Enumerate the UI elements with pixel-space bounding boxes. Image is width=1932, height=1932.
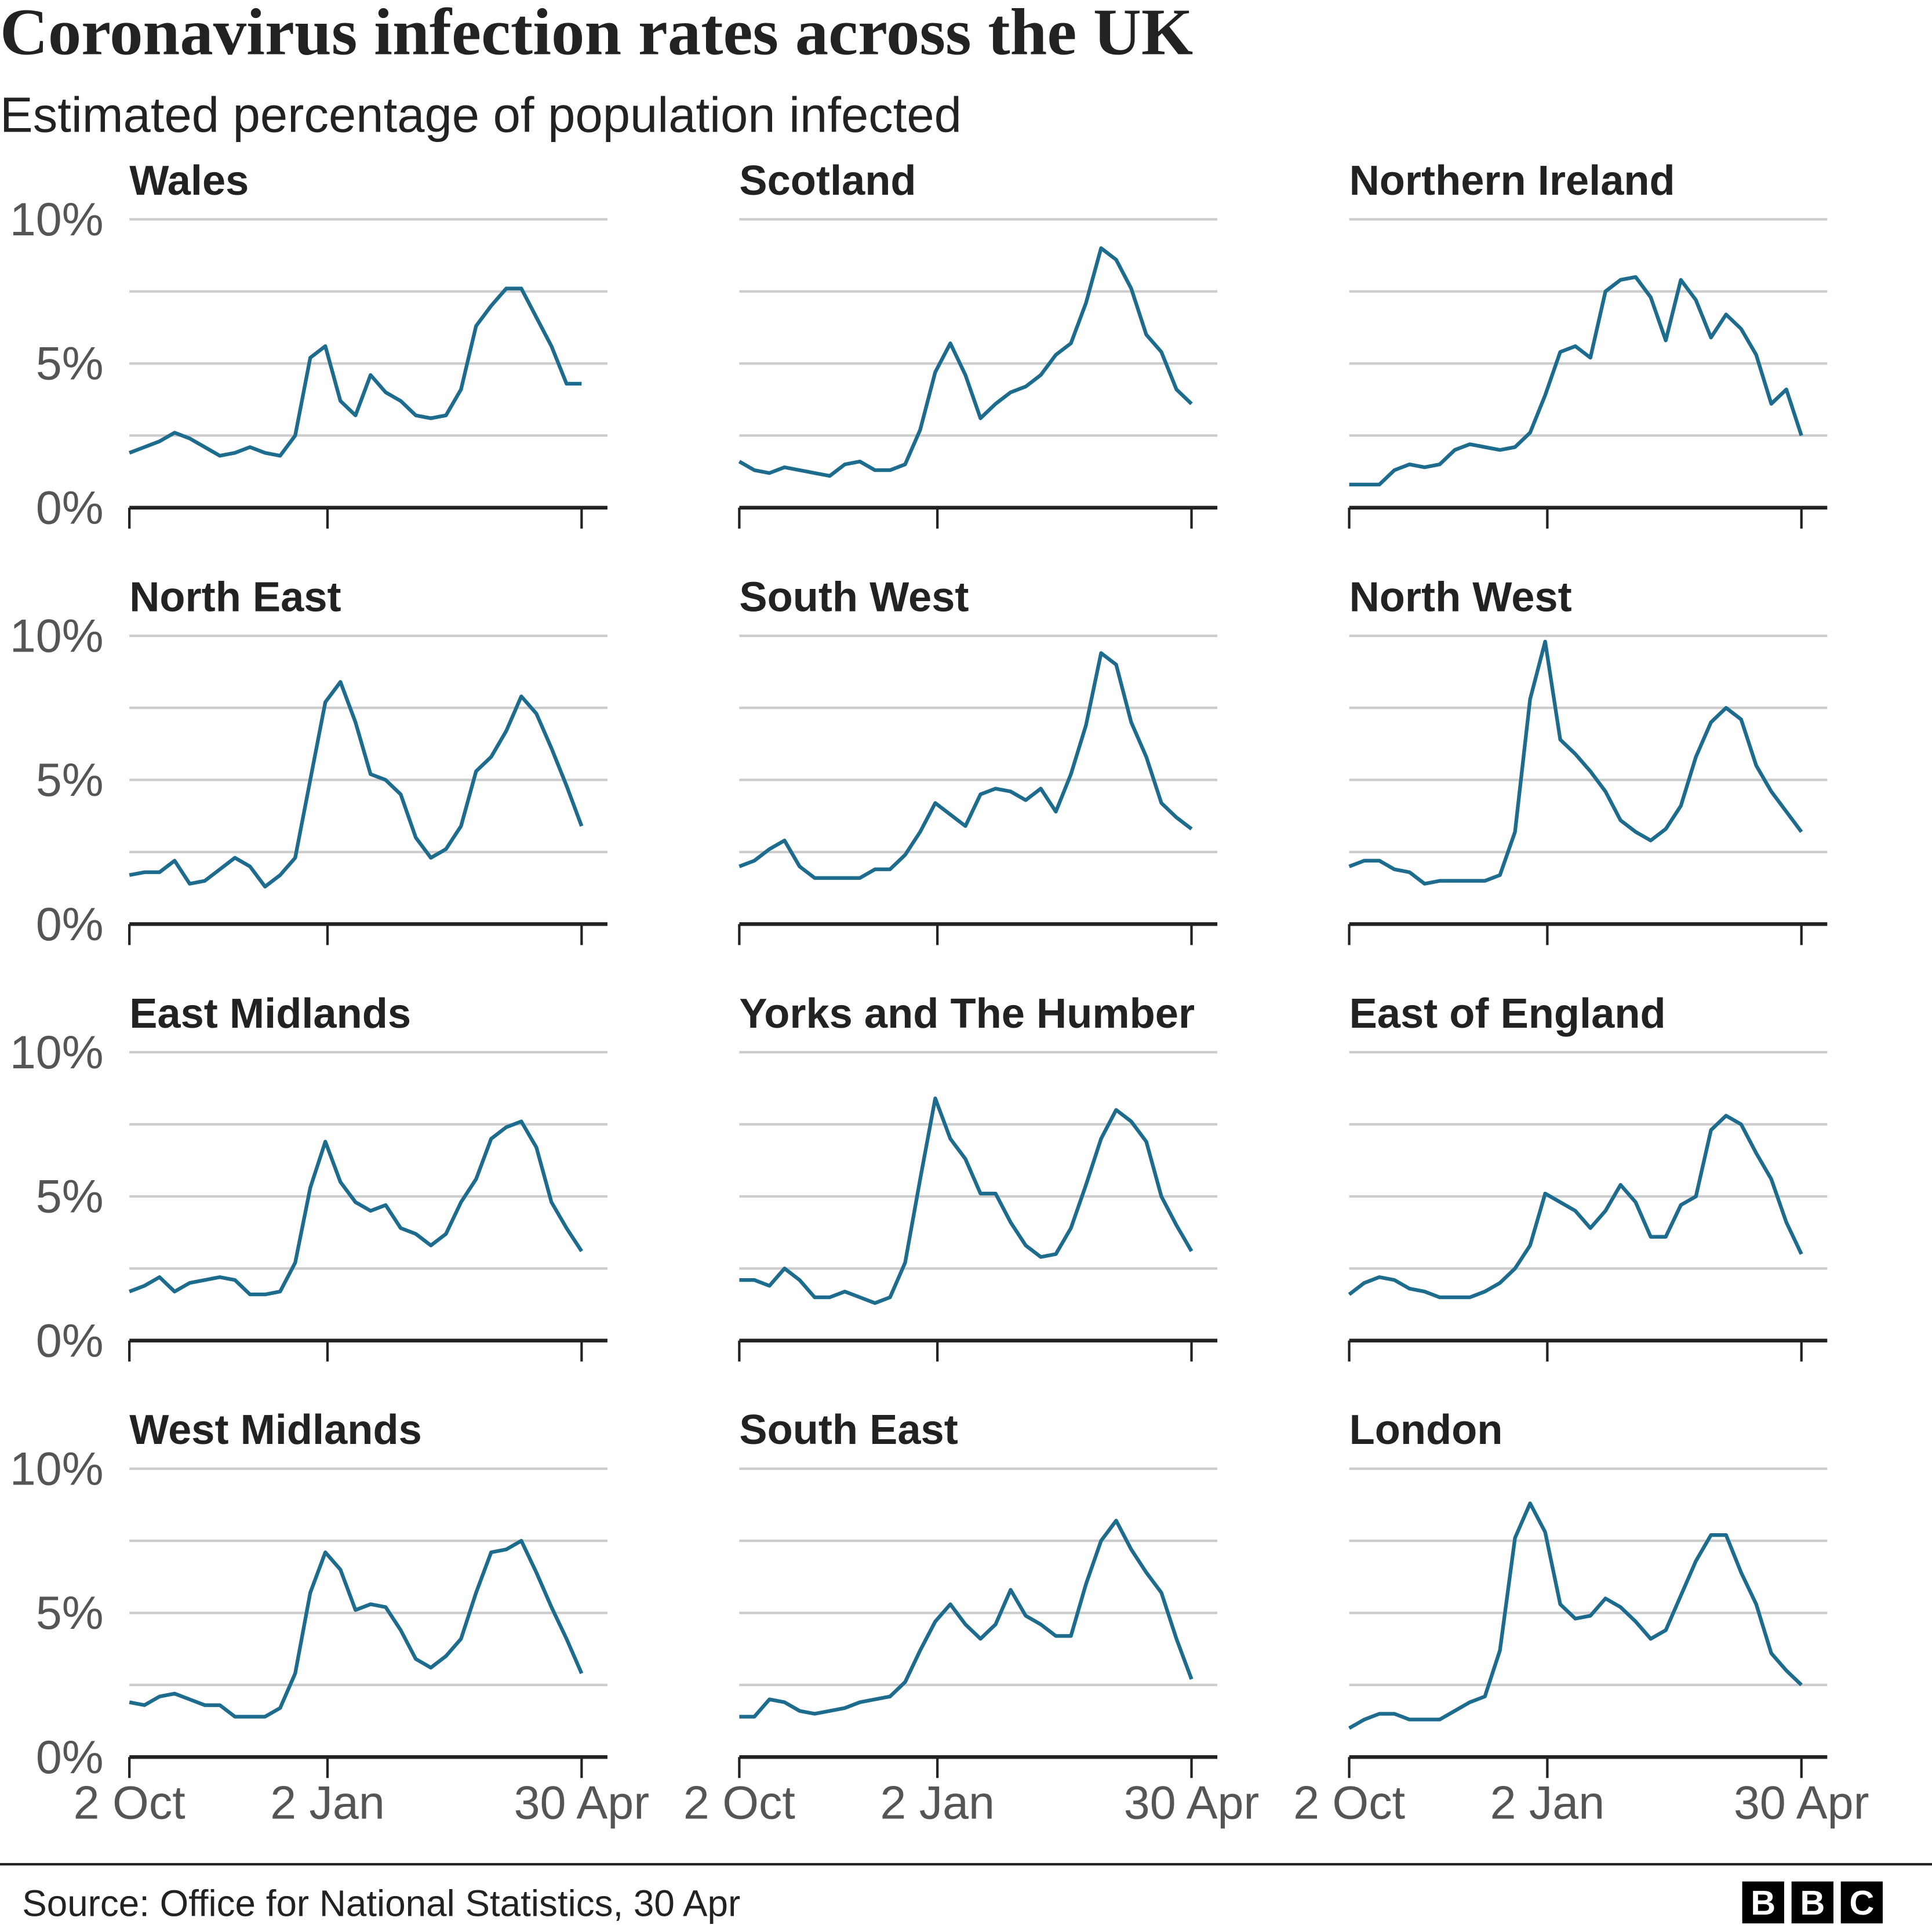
x-tick-label: 2 Oct bbox=[74, 1777, 185, 1829]
panel-title: West Midlands bbox=[129, 1407, 422, 1453]
y-tick-label: 0% bbox=[36, 1731, 104, 1784]
series-line bbox=[1348, 1114, 1803, 1300]
series-line bbox=[1348, 639, 1803, 886]
series-line bbox=[129, 1119, 584, 1297]
logo-block bbox=[1742, 1881, 1784, 1924]
x-tick-label: 30 Apr bbox=[1734, 1777, 1869, 1829]
logo-block bbox=[1840, 1881, 1883, 1924]
bbc-logo: B B C bbox=[1742, 1881, 1883, 1924]
source: Source: Office for National Statistics, … bbox=[22, 1882, 740, 1924]
y-tick-label: 10% bbox=[10, 194, 104, 246]
series-line bbox=[738, 246, 1193, 478]
panel-title: Wales bbox=[129, 158, 249, 204]
y-tick-label: 5% bbox=[36, 338, 104, 390]
y-tick-label: 0% bbox=[36, 1315, 104, 1367]
y-tick-label: 10% bbox=[10, 1027, 104, 1079]
x-tick-label: 30 Apr bbox=[514, 1777, 650, 1829]
series-line bbox=[739, 1096, 1194, 1305]
panel-title: North East bbox=[129, 574, 341, 620]
y-tick-label: 10% bbox=[10, 610, 104, 662]
panel-title: East of England bbox=[1349, 991, 1666, 1037]
y-tick-label: 5% bbox=[36, 1587, 104, 1639]
panel-title: North West bbox=[1349, 574, 1572, 620]
series-line bbox=[1349, 275, 1803, 487]
series-line bbox=[129, 286, 582, 458]
logo-letter: C bbox=[1849, 1883, 1874, 1922]
logo-letter: B bbox=[1800, 1883, 1825, 1922]
panel-title: South West bbox=[739, 574, 969, 620]
y-tick-label: 0% bbox=[36, 898, 104, 951]
panel-title: Yorks and The Humber bbox=[739, 991, 1195, 1037]
x-tick-label: 2 Jan bbox=[1490, 1777, 1605, 1829]
series-line bbox=[1348, 1501, 1803, 1730]
logo-letter: B bbox=[1751, 1883, 1775, 1922]
series-line bbox=[738, 651, 1193, 880]
series-line bbox=[129, 680, 584, 889]
panel-title: Northern Ireland bbox=[1349, 158, 1675, 204]
y-tick-label: 0% bbox=[36, 482, 104, 534]
panel-title: East Midlands bbox=[129, 991, 411, 1037]
y-tick-label: 5% bbox=[36, 1171, 104, 1223]
y-tick-label: 5% bbox=[36, 754, 104, 806]
series-line bbox=[129, 1538, 584, 1719]
y-tick-label: 10% bbox=[10, 1443, 104, 1495]
x-tick-label: 2 Jan bbox=[270, 1777, 385, 1829]
chart-subtitle: Estimated percentage of population infec… bbox=[0, 88, 962, 143]
panel-title: London bbox=[1349, 1407, 1503, 1453]
panel-title: South East bbox=[739, 1407, 958, 1453]
logo-block bbox=[1791, 1881, 1833, 1924]
x-tick-label: 30 Apr bbox=[1124, 1777, 1260, 1829]
x-tick-label: 2 Oct bbox=[1293, 1777, 1405, 1829]
x-tick-label: 2 Oct bbox=[683, 1777, 795, 1829]
x-tick-label: 2 Jan bbox=[880, 1777, 995, 1829]
chart-title: Coronavirus infection rates across the U… bbox=[0, 0, 1193, 69]
panel-title: Scotland bbox=[739, 158, 916, 204]
series-line bbox=[739, 1519, 1194, 1719]
